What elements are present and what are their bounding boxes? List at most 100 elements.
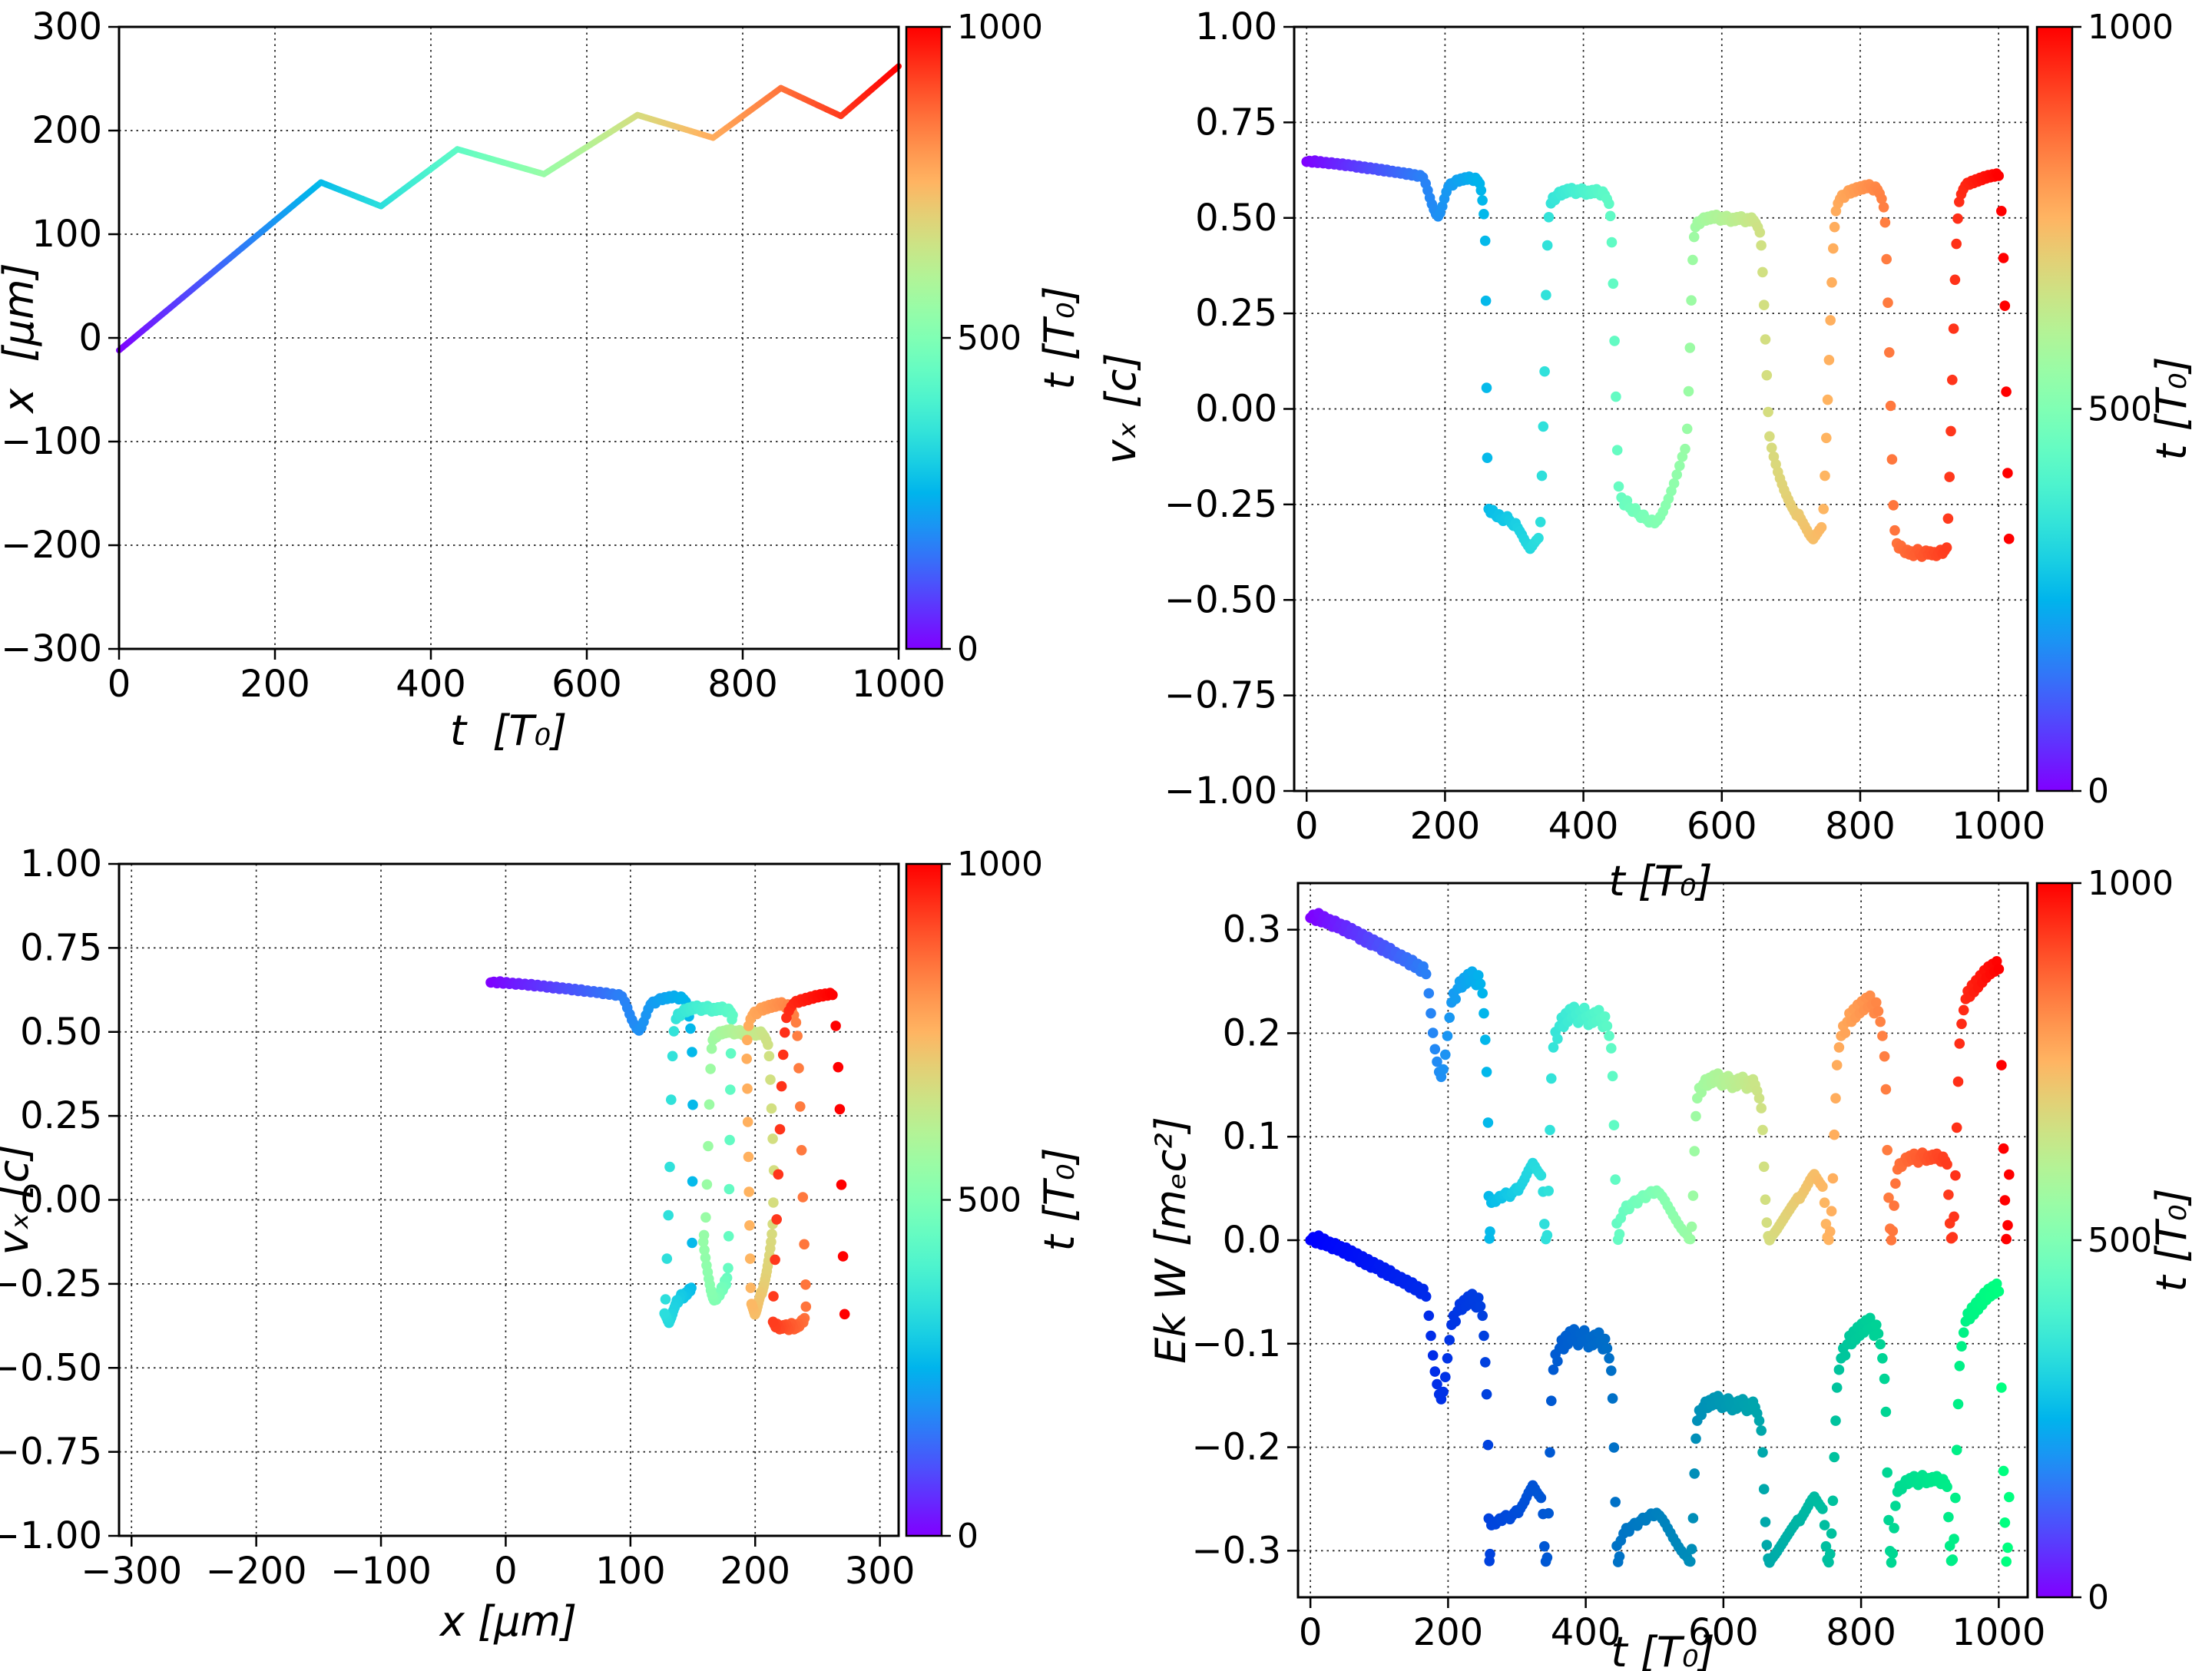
tick-marks [1287,928,2000,1608]
scatter-points [1301,155,2015,562]
x-tick-label: −300 [81,1550,182,1593]
colorbar-tick-label: 500 [2088,1221,2152,1260]
colorbar-ticks: 0 500 1000 [2072,864,2174,1617]
x-tick-label: 400 [1548,805,1619,848]
x-tick-label: 1000 [1952,1611,2045,1654]
x-tick-label: 200 [240,663,310,706]
y-tick-label: −0.50 [1164,578,1277,621]
y-tick-label: 0.75 [20,926,102,969]
y-tick-label: 0.2 [1223,1011,1281,1054]
vx_vs_t-plot: 0 200 400 600 800 1000 −1.00 −0.75 −0.50 −0.25 0.0… [1164,5,2174,848]
ylabel-x-vs-t: x [μm] [0,263,43,412]
colorbar-tick-label: 1000 [957,8,1043,47]
colorbar-ticks: 0 500 1000 [2072,8,2174,811]
tick-marks [108,862,881,1547]
scatter-points-w [1305,1230,2015,1568]
x_vs_t-plot: 0 200 400 600 800 1000−300−200−10001002003000… [1,5,1043,706]
colorbar [2035,882,2074,1599]
gridlines [119,27,899,649]
x-tick-label: 300 [845,1550,916,1593]
y-tick-label: 0.3 [1223,908,1281,951]
x-tick-label: 400 [1551,1611,1621,1654]
colorbar [2035,25,2074,792]
colorbar-tick-label: 0 [957,630,979,669]
y-tick-label: −0.2 [1191,1426,1281,1469]
colorbar-label-2: t [T₀] [2147,356,2196,461]
x-tick-label: 0 [494,1550,518,1593]
tick-labels: 0 200 400 600 800 1000 −0.3 −0.2 −0.1 0.0 0.1 0.2 0.… [1191,908,2045,1654]
xlabel-x-vs-t: t [T₀] [449,706,568,755]
colorbar-tick-label: 500 [957,319,1022,358]
colorbar-ticks: 0 500 1000 [942,8,1043,669]
colorbar-tick-label: 1000 [2088,8,2174,47]
y-tick-label: 0 [78,316,102,359]
colorbar-tick-label: 0 [2088,1578,2109,1617]
x-tick-label: 100 [595,1550,666,1593]
y-tick-label: 0.75 [1195,101,1277,144]
xlabel-vx-vs-t: t [T₀] [1608,857,1713,905]
x-tick-label: −200 [206,1550,307,1593]
tick-marks [108,25,900,660]
y-tick-label: −200 [1,524,102,567]
y-tick-label: −1.00 [0,1514,102,1557]
x-tick-label: 200 [1410,805,1481,848]
y-tick-label: 0.00 [1195,388,1277,431]
x-tick-label: 600 [1688,1611,1759,1654]
trajectory-line [116,63,902,354]
tick-labels: 0 200 400 600 800 1000 −300 −200 −100 0 100 200 300 [1,5,945,706]
x-tick-label: 0 [1299,1611,1323,1654]
colorbar-tick-label: 1000 [957,845,1043,884]
y-tick-label: 0.50 [20,1011,102,1054]
ylabel-vx-vs-t: vₓ [c] [1097,352,1145,465]
scatter-points [485,976,850,1335]
y-tick-label: 0.25 [20,1094,102,1137]
tick-labels: 0 200 400 600 800 1000 −1.00 −0.75 −0.50 −0.25 0.0… [1164,5,2045,848]
x-tick-label: 200 [1413,1611,1484,1654]
y-tick-label: 0.50 [1195,197,1277,240]
colorbar-ticks: 0 500 1000 [942,845,1043,1556]
tick-labels: −300 −200 −100 0 100 200 300 −1.00 −0.75 −0.50 −0.… [0,842,915,1593]
y-tick-label: 0.0 [1223,1219,1281,1262]
y-tick-label: 0.00 [20,1179,102,1222]
y-tick-label: −0.50 [0,1346,102,1389]
y-tick-label: 1.00 [20,842,102,885]
y-tick-label: 1.00 [1195,5,1277,48]
colorbar [905,25,943,650]
x-tick-label: 0 [108,663,131,706]
colorbar-tick-label: 500 [2088,390,2152,429]
colorbar-tick-label: 500 [957,1181,1022,1220]
xlabel-ekw: t [T₀] [1611,1628,1715,1671]
ekw_vs_t-plot: 0 200 400 600 800 1000 −0.3 −0.2 −0.1 0.0 0.1 0.2 0.… [1191,864,2174,1654]
vx_vs_x-plot: −300 −200 −100 0 100 200 300 −1.00 −0.75 −0.50 −0.… [0,842,1043,1593]
ylabel-ekw: Ek W [mₑc²] [1147,1117,1195,1364]
y-tick-label: −0.75 [1164,674,1277,717]
y-tick-label: −0.75 [0,1431,102,1474]
y-tick-label: 0.25 [1195,292,1277,335]
y-tick-label: −1.00 [1164,769,1277,812]
x-tick-label: 1000 [1952,805,2045,848]
colorbar-tick-label: 1000 [2088,864,2174,903]
y-tick-label: −0.25 [1164,483,1277,526]
y-tick-label: −300 [1,627,102,670]
y-tick-label: −0.1 [1191,1322,1281,1365]
y-tick-label: 300 [31,5,102,48]
gridlines [1298,883,2028,1597]
colorbar-tick-label: 0 [2088,772,2109,811]
colorbar [905,862,943,1537]
x-tick-label: −100 [330,1550,432,1593]
colorbar-label-3: t [T₀] [1035,1147,1084,1252]
colorbar-tick-label: 0 [957,1517,979,1556]
y-tick-label: −0.3 [1191,1529,1281,1572]
x-tick-label: 400 [396,663,466,706]
xlabel-vx-vs-x: x [μm] [439,1597,578,1646]
y-tick-label: 100 [31,213,102,256]
ylabel-vx-vs-x: vₓ [c] [0,1143,38,1256]
x-tick-label: 1000 [852,663,945,706]
x-tick-label: 600 [551,663,622,706]
colorbar-label-1: t [T₀] [1035,286,1084,390]
tick-marks [1283,25,2000,802]
scatter-points-ek [1305,908,2015,1246]
y-tick-label: −0.25 [0,1262,102,1305]
